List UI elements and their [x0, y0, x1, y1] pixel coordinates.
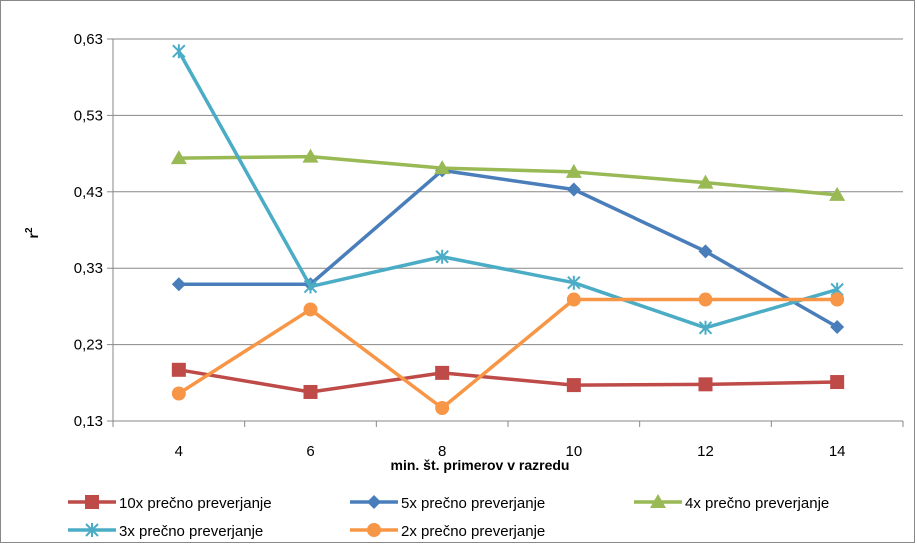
data-point	[171, 277, 186, 292]
data-point	[170, 150, 187, 165]
x-tick-labels: 4 6 8 10 12 14	[175, 443, 846, 460]
legend-label: 3x prečno preverjanje	[119, 523, 263, 540]
data-point	[698, 377, 713, 392]
data-point	[172, 44, 186, 59]
legend-item: 2x prečno preverjanje	[350, 523, 545, 540]
data-point	[435, 401, 450, 416]
y-tick-label: 0,53	[74, 107, 103, 124]
axes	[107, 38, 904, 427]
series-line	[178, 168, 839, 329]
legend-marker	[367, 495, 381, 509]
legend-item: 10x prečno preverjanje	[68, 495, 272, 512]
data-point	[303, 302, 318, 317]
x-tick-label: 14	[829, 443, 846, 460]
data-point	[567, 275, 581, 290]
data-point	[697, 174, 714, 189]
x-tick-label: 8	[438, 443, 446, 460]
data-point	[566, 378, 581, 393]
data-point	[171, 362, 186, 377]
series-line	[177, 297, 838, 410]
legend-label: 10x prečno preverjanje	[119, 495, 272, 512]
data-point	[303, 384, 318, 399]
data-point	[829, 186, 846, 201]
legend-label: 5x prečno preverjanje	[401, 495, 545, 512]
x-tick-label: 4	[175, 443, 183, 460]
data-point	[435, 249, 449, 264]
x-tick-label: 10	[565, 443, 582, 460]
y-tick-label: 0,23	[74, 337, 103, 354]
data-point	[565, 163, 582, 178]
x-tick-label: 6	[306, 443, 314, 460]
data-point	[830, 375, 845, 390]
legend-item: 3x prečno preverjanje	[68, 523, 263, 540]
data-point	[830, 292, 845, 307]
data-point	[435, 365, 450, 380]
series-line	[177, 50, 838, 330]
legend-label: 2x prečno preverjanje	[401, 523, 545, 540]
data-point	[303, 279, 318, 294]
y-tick-label: 0,43	[74, 184, 103, 201]
y-tick-label: 0,13	[74, 413, 103, 430]
y-axis-title: r2	[24, 227, 41, 238]
data-point	[698, 320, 713, 335]
y-tick-label: 0,33	[74, 260, 103, 277]
series-line	[178, 154, 838, 197]
legend-marker	[367, 523, 381, 537]
data-point	[830, 320, 845, 335]
data-point	[566, 182, 581, 197]
y-axis-title-superscript: 2	[24, 227, 35, 233]
series-4	[172, 44, 844, 335]
data-point	[566, 292, 581, 307]
series-1	[171, 362, 845, 399]
legend-marker	[650, 494, 666, 508]
y-axis-title-base: r	[25, 233, 41, 239]
legend: 10x prečno preverjanje 5x prečno preverja…	[68, 494, 829, 540]
legend-item: 4x prečno preverjanje	[634, 494, 829, 512]
data-point	[434, 160, 451, 175]
series-line	[178, 368, 838, 394]
series-5	[171, 292, 845, 416]
x-axis-title: min. št. primerov v razredu	[391, 457, 570, 473]
series-3	[170, 148, 846, 201]
y-tick-labels: 0,63 0,53 0,43 0,33 0,23 0,13	[74, 31, 103, 430]
legend-item: 5x prečno preverjanje	[350, 495, 545, 512]
legend-label: 4x prečno preverjanje	[685, 495, 829, 512]
series-lines	[170, 44, 846, 416]
legend-marker	[85, 495, 99, 509]
y-tick-label: 0,63	[74, 31, 103, 48]
data-point	[171, 386, 186, 401]
data-point	[698, 292, 713, 307]
data-point	[698, 244, 713, 259]
data-point	[302, 148, 319, 163]
x-tick-label: 12	[697, 443, 714, 460]
legend-marker	[85, 523, 99, 537]
